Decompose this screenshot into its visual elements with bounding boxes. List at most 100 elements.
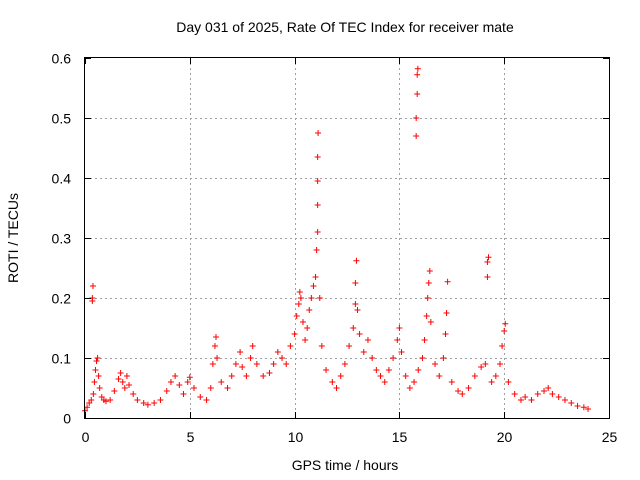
data-point	[310, 283, 317, 289]
data-point	[459, 391, 466, 397]
data-point	[421, 337, 428, 343]
y-tick-label: 0.3	[52, 231, 72, 247]
x-tick-label: 5	[187, 429, 195, 445]
data-point	[390, 355, 397, 361]
data-point	[314, 202, 321, 208]
data-point	[237, 349, 244, 355]
data-point	[440, 355, 447, 361]
data-point	[555, 394, 562, 400]
data-point	[247, 355, 254, 361]
data-point	[364, 337, 371, 343]
data-point	[314, 229, 321, 235]
data-point	[211, 343, 218, 349]
data-point	[209, 361, 216, 367]
data-point	[488, 379, 495, 385]
x-axis-label: GPS time / hours	[292, 457, 399, 473]
data-point	[95, 373, 102, 379]
data-point	[585, 406, 592, 412]
data-point	[517, 397, 524, 403]
x-tick-label: 25	[602, 429, 618, 445]
data-point	[186, 374, 193, 381]
data-point	[502, 320, 509, 327]
data-point	[270, 361, 277, 367]
data-point	[545, 385, 552, 391]
y-axis-label: ROTI / TECUs	[5, 193, 21, 283]
y-tick-label: 0	[63, 411, 71, 427]
data-point	[471, 373, 478, 379]
data-point	[266, 370, 273, 376]
data-point	[318, 343, 325, 349]
data-point	[91, 379, 98, 385]
data-point	[492, 373, 499, 379]
data-point	[180, 391, 187, 397]
y-tick-label: 0.5	[52, 111, 72, 127]
data-point	[93, 358, 100, 364]
data-point	[352, 301, 359, 307]
data-point	[411, 379, 418, 385]
data-point	[197, 394, 204, 400]
x-tick-label: 20	[497, 429, 513, 445]
data-point	[296, 289, 303, 295]
x-tick-label: 15	[392, 429, 408, 445]
data-point	[528, 397, 535, 403]
data-point	[243, 373, 250, 379]
data-point	[315, 130, 322, 136]
data-point	[213, 334, 219, 340]
data-point	[522, 394, 529, 400]
data-point	[353, 257, 360, 264]
x-tick-label: 10	[288, 429, 304, 445]
axis-ticks: 0 5 10 15 20 25 0 0.1 0.2 0.3 0.4 0.5 0.6	[52, 51, 618, 446]
data-point	[190, 385, 197, 391]
data-point	[312, 274, 319, 280]
data-point	[424, 295, 431, 301]
data-point	[414, 91, 421, 97]
data-point	[499, 343, 506, 349]
data-point	[484, 259, 491, 265]
data-point	[413, 115, 420, 121]
data-point	[369, 355, 376, 361]
data-point	[414, 71, 421, 78]
data-point	[115, 376, 122, 382]
data-point	[224, 385, 231, 391]
data-point	[427, 319, 434, 325]
data-point	[130, 391, 137, 397]
data-point	[214, 355, 221, 361]
data-point	[341, 361, 348, 367]
data-point	[394, 337, 401, 343]
data-point	[107, 397, 114, 403]
data-point	[541, 388, 548, 394]
y-tick-label: 0.4	[52, 171, 72, 187]
data-point	[117, 370, 124, 376]
data-point	[505, 379, 512, 385]
data-point	[249, 343, 256, 349]
data-point	[111, 388, 118, 394]
data-point	[414, 65, 421, 72]
data-point	[295, 301, 302, 307]
data-point	[314, 154, 321, 160]
data-point	[360, 349, 367, 355]
data-point	[134, 397, 141, 403]
data-point	[306, 307, 313, 313]
data-point	[123, 373, 130, 379]
data-point	[207, 385, 214, 391]
data-point	[203, 397, 210, 403]
data-point	[425, 280, 432, 286]
data-point	[442, 331, 449, 337]
data-point	[239, 364, 246, 370]
data-point	[356, 331, 363, 337]
data-point	[333, 385, 340, 391]
data-point	[423, 313, 430, 319]
data-point	[283, 361, 290, 367]
data-point	[337, 373, 344, 379]
data-point	[501, 328, 508, 334]
data-point	[151, 400, 158, 406]
data-point	[232, 361, 239, 367]
data-point	[163, 388, 170, 394]
data-point	[484, 274, 491, 280]
data-point	[121, 385, 128, 391]
data-point	[346, 343, 353, 349]
data-point	[102, 398, 109, 405]
data-point	[354, 307, 361, 313]
data-point	[426, 268, 433, 274]
